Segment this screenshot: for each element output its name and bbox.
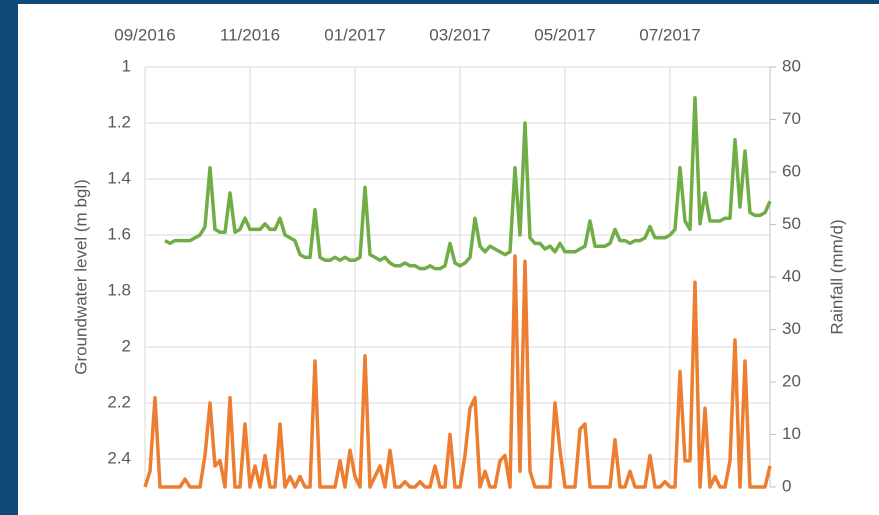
y2-tick-label: 70 xyxy=(782,109,801,128)
y-tick-label: 1.6 xyxy=(107,224,131,243)
y2-axis-title: Rainfall (mm/d) xyxy=(827,219,846,334)
series-line xyxy=(143,254,772,489)
y-tick-label: 1 xyxy=(122,56,131,75)
x-tick-label: 07/2017 xyxy=(639,25,700,44)
y2-tick-label: 40 xyxy=(782,266,801,285)
chart-background xyxy=(18,4,879,515)
y2-tick-label: 60 xyxy=(782,161,801,180)
y-tick-label: 1.8 xyxy=(107,280,131,299)
y-tick-label: 2.4 xyxy=(107,448,131,467)
y2-tick-label: 80 xyxy=(782,56,801,75)
y-axis-title: Groundwater level (m bgl) xyxy=(71,179,90,375)
y-tick-label: 2.2 xyxy=(107,392,131,411)
x-tick-label: 01/2017 xyxy=(324,25,385,44)
series-line xyxy=(164,96,772,271)
x-tick-label: 03/2017 xyxy=(429,25,490,44)
x-tick-label: 11/2016 xyxy=(220,25,280,44)
x-tick-label: 05/2017 xyxy=(534,25,595,44)
y-tick-label: 2 xyxy=(122,336,131,355)
x-tick-label: 09/2016 xyxy=(114,25,175,44)
y-tick-label: 1.4 xyxy=(107,168,131,187)
y2-tick-label: 30 xyxy=(782,319,801,338)
y-tick-label: 1.2 xyxy=(107,112,131,131)
y2-tick-label: 50 xyxy=(782,214,801,233)
y2-tick-label: 0 xyxy=(782,476,791,495)
y2-tick-label: 20 xyxy=(782,371,801,390)
y2-tick-label: 10 xyxy=(782,424,801,443)
